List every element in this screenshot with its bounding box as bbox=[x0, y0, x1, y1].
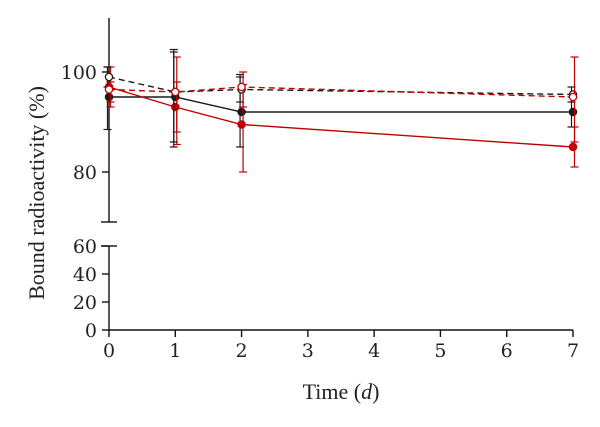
x-axis-label: Time (d) bbox=[303, 379, 380, 404]
data-point bbox=[237, 82, 246, 92]
data-point bbox=[104, 92, 114, 102]
series-layer bbox=[103, 48, 579, 173]
x-tick-label: 0 bbox=[103, 340, 115, 362]
data-point bbox=[104, 85, 114, 94]
series-line bbox=[108, 76, 574, 96]
x-tick-label: 7 bbox=[567, 340, 579, 362]
data-point bbox=[171, 102, 180, 112]
data-point bbox=[568, 107, 578, 117]
y-tick-label: 40 bbox=[73, 264, 97, 286]
axes: 0 1 2 3 4 5 6 7 100 80 60 40 20 0 bbox=[61, 18, 579, 362]
y-tick-label: 80 bbox=[73, 162, 97, 184]
x-tick-label: 3 bbox=[302, 340, 314, 362]
y-tick-label: 60 bbox=[73, 236, 97, 258]
y-axis-label: Bound radioactivity (%) bbox=[24, 86, 49, 300]
y-tick-label: 0 bbox=[85, 320, 97, 342]
series-line bbox=[108, 86, 574, 148]
series-4 bbox=[104, 56, 579, 143]
data-point bbox=[237, 107, 246, 117]
x-tick-label: 5 bbox=[434, 340, 446, 362]
y-tick-label: 20 bbox=[73, 292, 97, 314]
series-line bbox=[108, 86, 574, 98]
x-axis-label-unit: d bbox=[361, 379, 373, 404]
x-tick-label: 6 bbox=[501, 340, 513, 362]
data-point bbox=[237, 120, 246, 129]
data-point bbox=[104, 72, 114, 82]
data-point bbox=[568, 92, 578, 102]
data-point bbox=[171, 87, 180, 97]
x-tick-label: 2 bbox=[236, 340, 248, 362]
x-tick-label: 4 bbox=[368, 340, 380, 362]
x-tick-label: 1 bbox=[169, 340, 181, 362]
x-axis-label-name: Time bbox=[303, 379, 349, 404]
y-tick-label: 100 bbox=[61, 62, 97, 84]
data-point bbox=[568, 142, 578, 152]
